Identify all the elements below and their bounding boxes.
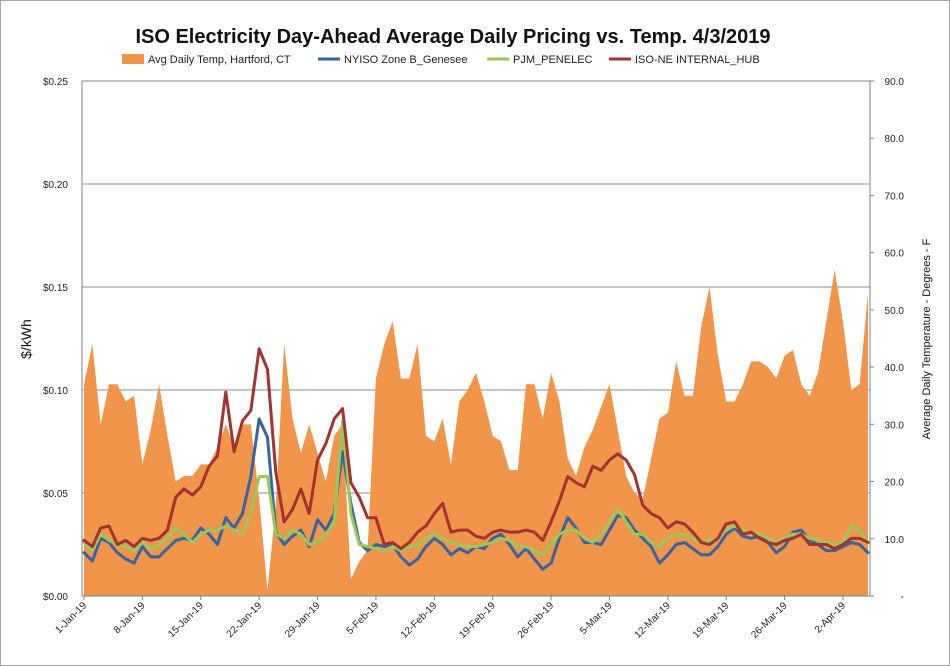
x-tick-label: 12-Mar-19 bbox=[633, 600, 674, 641]
x-tick-label: 5-Feb-19 bbox=[345, 600, 382, 637]
y-tick-label: $0.25 bbox=[43, 77, 68, 88]
y2-tick-label: 40.0 bbox=[885, 363, 905, 374]
y-axis-label: $/kWh bbox=[18, 319, 34, 359]
line-layer bbox=[82, 347, 870, 571]
y2-tick-label: - bbox=[901, 592, 904, 603]
y2-tick-label: 30.0 bbox=[885, 420, 905, 431]
x-tick-label: 5-Mar-19 bbox=[578, 600, 615, 637]
y-tick-label: $0.05 bbox=[43, 489, 68, 500]
x-tick-label: 19-Mar-19 bbox=[691, 600, 732, 641]
series-line-isone bbox=[82, 347, 870, 551]
legend-swatch bbox=[122, 54, 144, 64]
x-tick-label: 15-Jan-19 bbox=[166, 600, 206, 640]
x-tick-label: 19-Feb-19 bbox=[457, 600, 498, 641]
legend-label: Avg Daily Temp, Hartford, CT bbox=[148, 54, 291, 66]
x-tick-label: 29-Jan-19 bbox=[283, 600, 323, 640]
y-tick-label: $0.15 bbox=[43, 283, 68, 294]
y2-tick-label: 80.0 bbox=[885, 134, 905, 145]
legend-label: NYISO Zone B_Genesee bbox=[344, 54, 468, 66]
legend-item-pjm: PJM_PENELEC bbox=[487, 54, 593, 66]
x-tick-label: 12-Feb-19 bbox=[399, 600, 440, 641]
legend-item-temperature: Avg Daily Temp, Hartford, CT bbox=[122, 54, 291, 66]
x-tick-label: 26-Feb-19 bbox=[516, 600, 557, 641]
y2-tick-label: 60.0 bbox=[885, 249, 905, 260]
legend-item-nyiso: NYISO Zone B_Genesee bbox=[318, 54, 468, 66]
y-tick-label: $0.10 bbox=[43, 386, 68, 397]
x-tick-label: 26-Mar-19 bbox=[749, 600, 790, 641]
legend-label: ISO-NE INTERNAL_HUB bbox=[635, 54, 760, 66]
legend-label: PJM_PENELEC bbox=[513, 54, 593, 66]
x-tick-label: 1-Jan-19 bbox=[53, 600, 89, 636]
x-tick-label: 22-Jan-19 bbox=[225, 600, 265, 640]
x-axis: 1-Jan-19 8-Jan-19 15-Jan-19 22-Jan-19 29-Jan… bbox=[53, 595, 870, 641]
area-layer bbox=[84, 269, 868, 596]
y2-axis-label: Average Daily Temperature - Degrees - F bbox=[921, 238, 933, 439]
right-axis: - 10.0 20.0 30.0 40.0 50.0 60.0 70.0 80.0 90.0 bbox=[869, 77, 905, 603]
legend-item-isone: ISO-NE INTERNAL_HUB bbox=[609, 54, 760, 66]
x-tick-label: 2-Apr-19 bbox=[813, 600, 849, 636]
y-tick-label: $0.00 bbox=[43, 592, 68, 603]
y2-tick-label: 90.0 bbox=[885, 77, 905, 88]
series-area-temperature bbox=[84, 269, 868, 596]
y2-tick-label: 50.0 bbox=[885, 306, 905, 317]
y2-tick-label: 20.0 bbox=[885, 478, 905, 489]
x-tick-label: 8-Jan-19 bbox=[112, 600, 148, 636]
legend: Avg Daily Temp, Hartford, CT NYISO Zone B… bbox=[122, 54, 760, 66]
left-axis: $0.00 $0.05 $0.10 $0.15 $0.20 $0.25 bbox=[43, 77, 83, 603]
y2-tick-label: 70.0 bbox=[885, 191, 905, 202]
y-tick-label: $0.20 bbox=[43, 180, 68, 191]
y2-tick-label: 10.0 bbox=[885, 535, 905, 546]
chart-title: ISO Electricity Day-Ahead Average Daily … bbox=[135, 26, 770, 48]
